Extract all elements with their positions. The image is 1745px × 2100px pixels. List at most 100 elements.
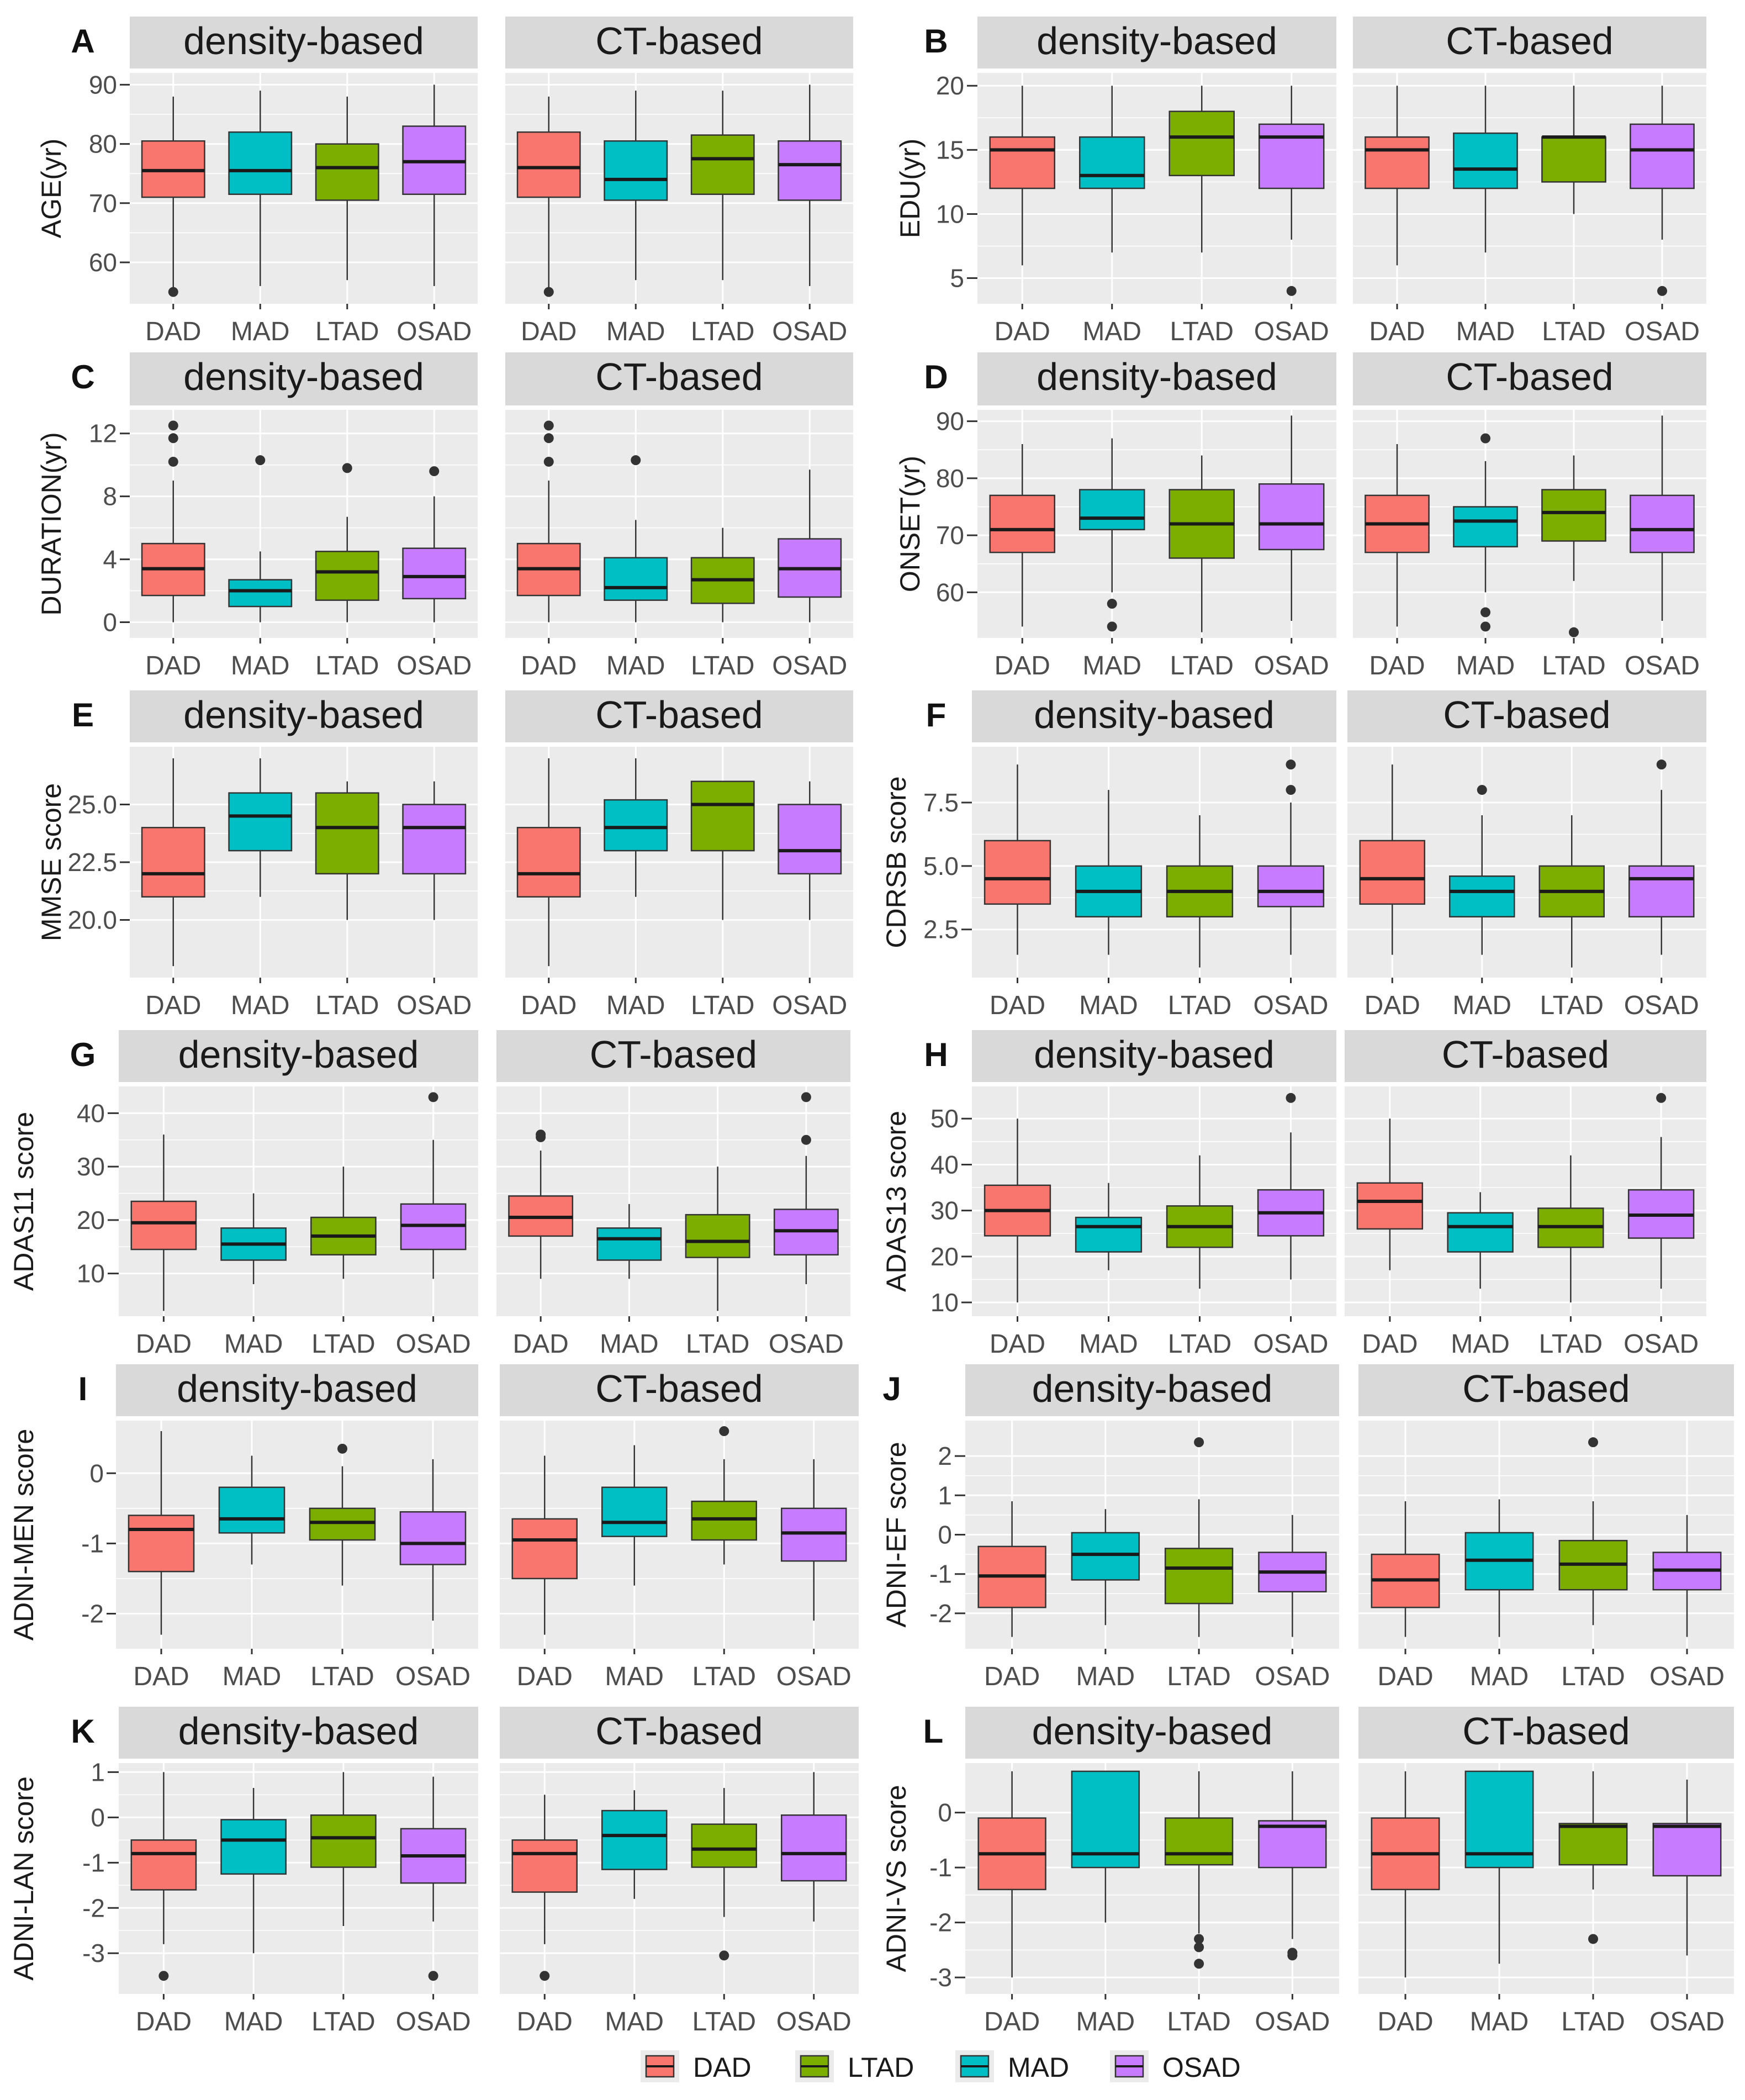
panel-d: D ONSET(yr) 60 70 80 90 density-based DAD MAD LTA… xyxy=(895,352,1706,680)
box-mad xyxy=(601,1790,668,1899)
box-dad xyxy=(1365,86,1430,266)
y-tick-label: 20 xyxy=(930,1242,959,1271)
box-dad xyxy=(130,1772,197,1981)
y-tick-label: 20 xyxy=(77,1206,105,1234)
box-osad xyxy=(400,1776,467,1981)
x-tick-label: DAD xyxy=(1365,991,1420,1020)
box-mad xyxy=(604,455,668,622)
plot-background xyxy=(505,410,853,638)
facet-strip-label: CT-based xyxy=(590,1033,757,1076)
y-tick-label: -1 xyxy=(82,1848,105,1877)
box-dad xyxy=(141,758,205,967)
facet-strip xyxy=(977,17,1336,68)
box-iqr xyxy=(130,1200,197,1250)
panel-c: C DURATION(yr) 0 4 8 12 density-based DAD MAD LTA… xyxy=(36,352,853,680)
x-tick-label: DAD xyxy=(1362,1329,1418,1359)
box-osad xyxy=(402,85,467,286)
box-mad xyxy=(218,1455,285,1565)
box-iqr xyxy=(690,134,755,195)
facet-strip xyxy=(965,1364,1339,1416)
y-tick-label: 0 xyxy=(938,1521,952,1549)
y-tick-label: -2 xyxy=(81,1599,104,1628)
x-tick-label: LTAD xyxy=(310,1662,374,1691)
panel-b: B EDU(yr) 5 10 15 20 density-based DAD MAD LTAD OS… xyxy=(895,17,1706,346)
box-osad xyxy=(778,781,842,920)
x-tick-label: MAD xyxy=(223,1662,282,1691)
panel-letter: I xyxy=(78,1370,88,1407)
facet-strip xyxy=(500,1364,859,1416)
facet-strip-label: CT-based xyxy=(595,693,763,736)
box-iqr xyxy=(601,1486,668,1537)
panel-letter: D xyxy=(924,358,948,395)
x-tick-label: OSAD xyxy=(396,1329,471,1359)
facet-strip-label: density-based xyxy=(183,693,424,736)
box-osad xyxy=(778,85,842,286)
facet-strip xyxy=(496,1030,850,1082)
y-tick-label: 0 xyxy=(91,1803,105,1832)
outlier-point xyxy=(1286,286,1297,296)
box-dad xyxy=(977,1501,1046,1637)
x-tick-label: OSAD xyxy=(396,991,472,1020)
box-ltad xyxy=(1164,1771,1234,1969)
y-tick-label: 10 xyxy=(930,1288,959,1317)
facet-strip-label: CT-based xyxy=(1446,355,1613,398)
x-tick-label: MAD xyxy=(600,1329,659,1359)
facet-strip-label: density-based xyxy=(177,1367,417,1410)
box-osad xyxy=(402,781,467,920)
y-tick-label: 30 xyxy=(77,1152,105,1181)
panel-letter: G xyxy=(70,1036,96,1073)
x-tick-label: DAD xyxy=(1377,1662,1433,1691)
x-tick-label: LTAD xyxy=(1167,1662,1231,1691)
box-iqr xyxy=(1258,483,1325,551)
box-ltad xyxy=(691,1788,757,1961)
box-iqr xyxy=(310,1814,377,1868)
box-iqr xyxy=(1464,1770,1534,1869)
box-mad xyxy=(596,1204,662,1279)
y-axis-label: MMSE score xyxy=(36,783,67,941)
outlier-point xyxy=(1107,599,1117,609)
y-axis-label: ADAS13 score xyxy=(881,1111,912,1292)
box-mad xyxy=(1071,1770,1140,1923)
x-tick-label: DAD xyxy=(1369,651,1425,680)
box-osad xyxy=(1630,86,1695,296)
box-iqr xyxy=(1630,123,1695,189)
box-ltad xyxy=(1166,1155,1234,1289)
facet-strip xyxy=(1353,17,1706,68)
y-tick-label: 50 xyxy=(930,1104,959,1133)
x-tick-label: DAD xyxy=(145,991,201,1020)
outlier-point xyxy=(337,1443,347,1454)
facet-strip xyxy=(1358,1707,1734,1759)
y-tick-label: 5 xyxy=(950,264,964,293)
x-tick-label: MAD xyxy=(231,651,290,680)
x-tick-label: MAD xyxy=(605,1662,664,1691)
box-iqr xyxy=(781,1814,847,1882)
panel-letter: L xyxy=(923,1713,944,1750)
box-iqr xyxy=(1630,494,1695,553)
x-tick-label: MAD xyxy=(1082,651,1141,680)
box-dad xyxy=(1371,1501,1440,1637)
outlier-point xyxy=(1657,286,1667,296)
y-tick-label: 7.5 xyxy=(923,788,959,817)
box-mad xyxy=(1075,1183,1143,1270)
box-iqr xyxy=(1164,1817,1234,1866)
x-tick-label: OSAD xyxy=(1624,991,1699,1020)
y-tick-label: 0 xyxy=(89,1459,104,1487)
facet-strip xyxy=(977,352,1336,405)
x-tick-label: MAD xyxy=(606,317,665,346)
box-iqr xyxy=(691,1500,757,1541)
box-osad xyxy=(1628,759,1695,955)
box-iqr xyxy=(1628,865,1695,918)
x-tick-label: OSAD xyxy=(769,1329,844,1359)
box-osad xyxy=(1258,415,1325,621)
box-osad xyxy=(773,1092,839,1284)
outlier-point xyxy=(1588,1934,1598,1944)
y-tick-label: 2 xyxy=(938,1442,952,1470)
box-iqr xyxy=(228,792,293,852)
panel-j: J ADNI-EF score -2 -1 0 1 2 density-based DAD MAD… xyxy=(881,1364,1734,1691)
box-dad xyxy=(989,86,1055,266)
x-tick-label: LTAD xyxy=(692,2007,756,2036)
outlier-point xyxy=(801,1135,811,1145)
box-dad xyxy=(1359,764,1425,955)
x-tick-label: LTAD xyxy=(1539,1329,1603,1359)
